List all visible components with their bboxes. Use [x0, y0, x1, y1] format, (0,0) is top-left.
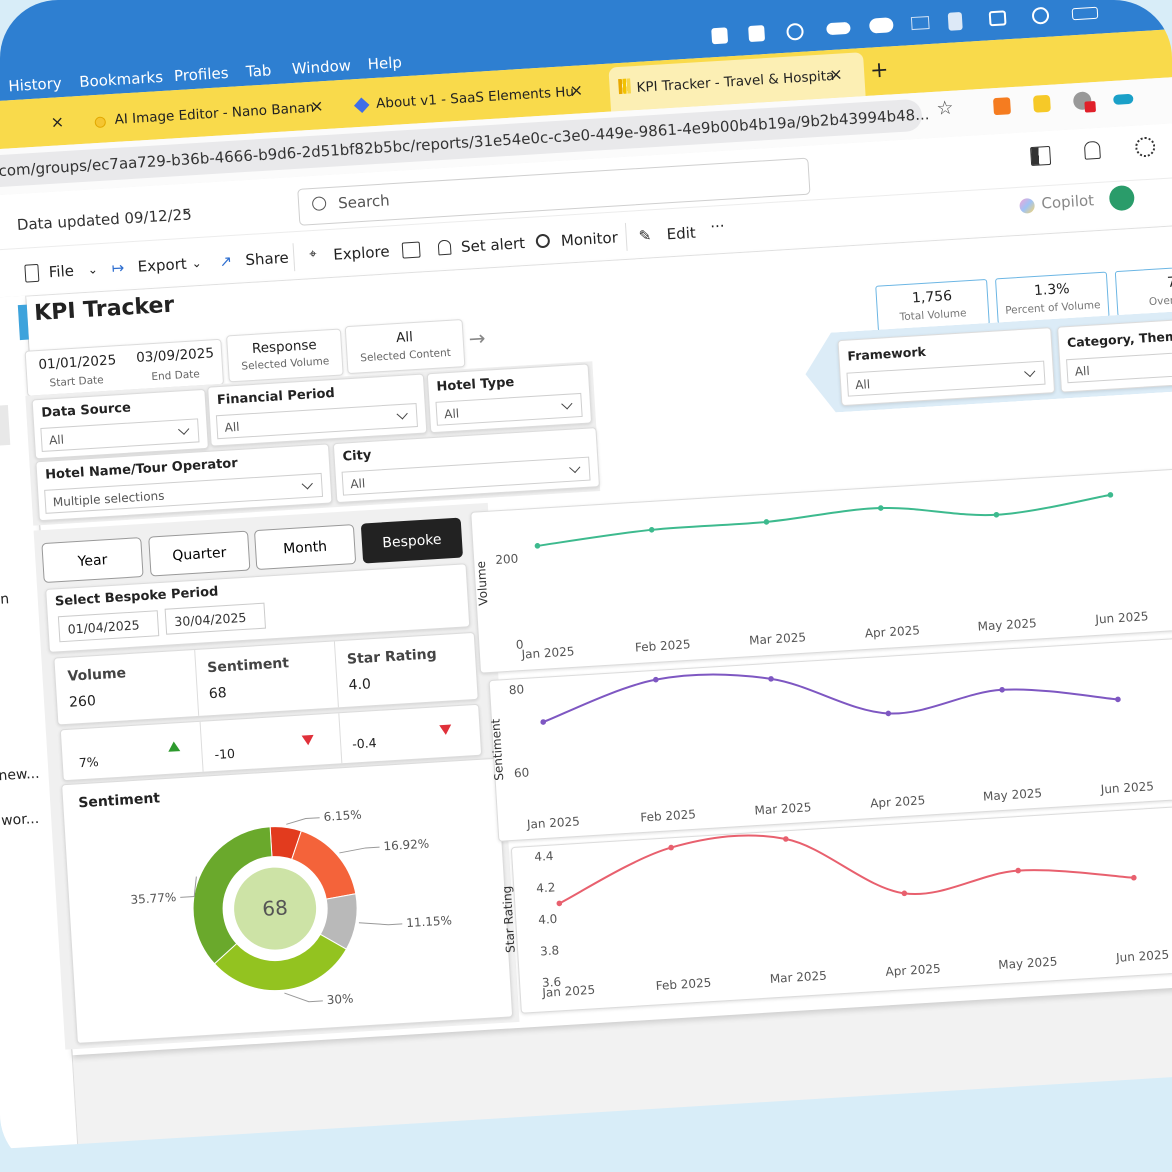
x-tick-label: Mar 2025 — [769, 969, 827, 986]
leader-line — [358, 922, 403, 926]
point — [763, 519, 770, 525]
x-tick-label: May 2025 — [998, 954, 1058, 972]
data-label: 35.77% — [130, 890, 177, 907]
x-tick-label: Feb 2025 — [640, 807, 696, 824]
donut-segment — [192, 826, 273, 965]
y-axis-title: Volume — [474, 561, 491, 606]
y-tick-label: 4.0 — [538, 912, 558, 927]
y-tick-label: 0 — [515, 637, 523, 651]
data-label: 6.15% — [323, 808, 362, 824]
x-tick-label: Feb 2025 — [635, 637, 691, 654]
point — [768, 676, 774, 682]
donut-center — [234, 867, 317, 950]
y-axis-title: Star Rating — [500, 885, 518, 953]
point — [999, 686, 1005, 693]
line — [558, 834, 1134, 905]
point — [1107, 492, 1114, 498]
y-tick-label: 4.2 — [536, 880, 556, 895]
line — [537, 493, 1111, 547]
point — [653, 676, 659, 683]
leader-line — [180, 876, 197, 898]
x-tick-label: Jan 2025 — [520, 644, 575, 661]
x-tick-label: Apr 2025 — [885, 962, 941, 979]
point — [877, 505, 884, 511]
x-tick-label: Jan 2025 — [541, 983, 596, 1000]
leader-line — [284, 992, 323, 1003]
point — [668, 844, 674, 851]
y-tick-label: 80 — [509, 682, 525, 697]
x-tick-label: Mar 2025 — [754, 800, 812, 817]
point — [1115, 696, 1121, 703]
line — [542, 673, 1118, 723]
x-tick-label: Feb 2025 — [655, 976, 711, 993]
point — [540, 719, 547, 725]
x-tick-label: Jan 2025 — [526, 814, 581, 831]
point — [783, 836, 789, 842]
x-tick-label: Jun 2025 — [1115, 948, 1170, 965]
charts: Volume 0 200 Jan 2025 Feb 2025 Mar 2025 Apr 20… — [78, 492, 1170, 1007]
center-label: 68 — [262, 895, 289, 921]
y-tick-label: 200 — [495, 552, 519, 567]
x-tick-label: Apr 2025 — [864, 623, 920, 640]
leader-line — [286, 817, 320, 825]
x-tick-label: Apr 2025 — [870, 793, 926, 810]
point — [1015, 867, 1021, 874]
chart-title: Sentiment — [78, 790, 161, 811]
leader-line — [339, 846, 380, 854]
point — [993, 511, 1000, 518]
x-tick-label: May 2025 — [977, 616, 1037, 634]
y-tick-label: 3.8 — [540, 943, 560, 958]
x-tick-label: Jun 2025 — [1094, 609, 1149, 626]
point — [1131, 874, 1137, 881]
y-axis-title: Sentiment — [488, 718, 506, 781]
x-tick-label: Mar 2025 — [749, 630, 807, 647]
point — [534, 543, 541, 549]
y-tick-label: 60 — [514, 765, 530, 780]
x-tick-label: May 2025 — [983, 786, 1043, 804]
data-label: 11.15% — [406, 913, 453, 930]
y-tick-label: 3.6 — [542, 975, 562, 990]
point — [556, 900, 563, 907]
point — [648, 527, 655, 533]
point — [885, 710, 892, 717]
y-tick-label: 4.4 — [534, 849, 554, 864]
data-label: 30% — [326, 991, 353, 1007]
data-label: 16.92% — [383, 837, 430, 854]
x-tick-label: Jun 2025 — [1099, 779, 1154, 796]
point — [901, 890, 908, 897]
